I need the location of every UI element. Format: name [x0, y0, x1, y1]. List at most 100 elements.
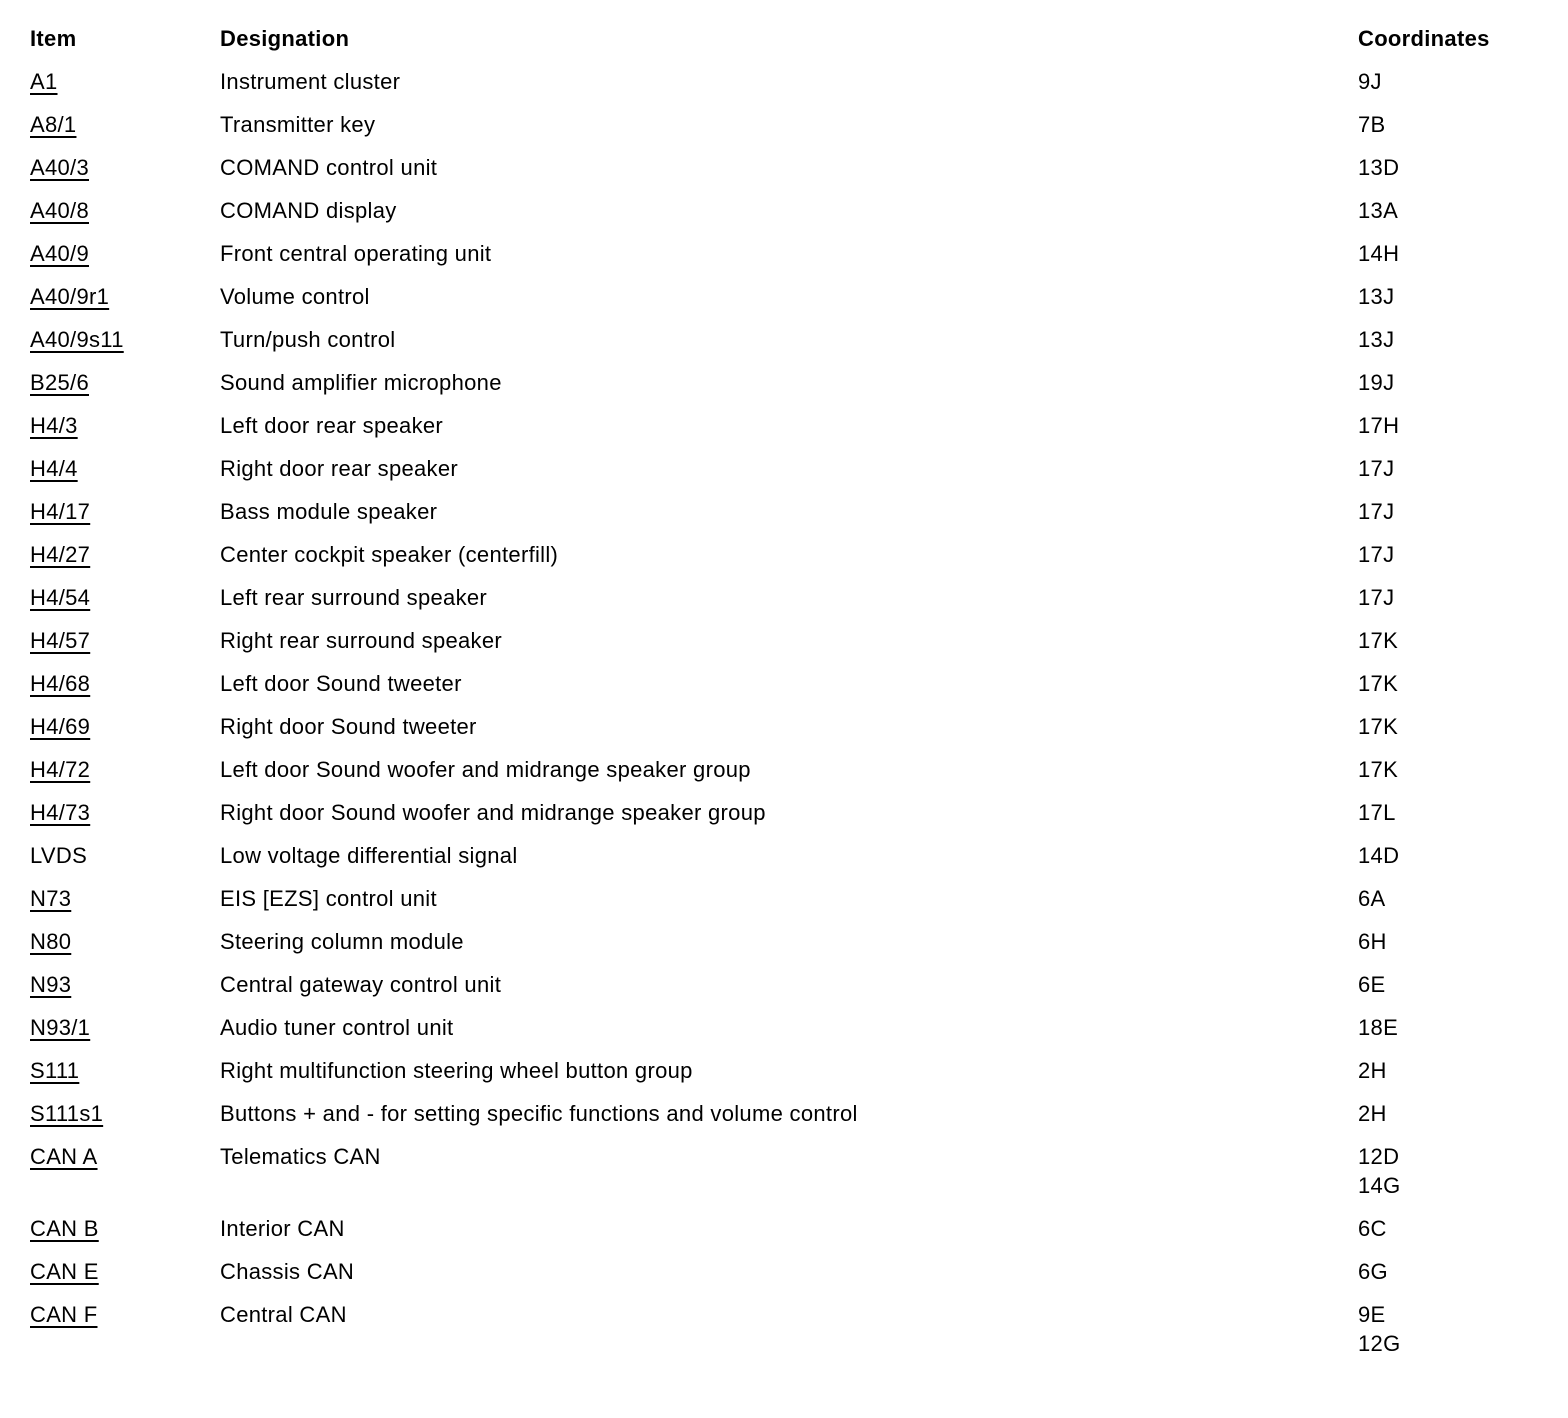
item-link[interactable]: H4/54 — [30, 585, 91, 610]
coordinates-text: 17J — [1358, 585, 1395, 610]
coordinates-cell: 13J — [1358, 325, 1548, 368]
coordinates-text: 17K — [1358, 671, 1399, 696]
item-cell: H4/54 — [30, 583, 220, 626]
coordinates-cell: 9E 12G — [1358, 1300, 1548, 1372]
table-row: S111s1 Buttons + and - for setting speci… — [30, 1099, 1548, 1142]
designation-text: Bass module speaker — [220, 499, 438, 524]
table-row: CAN E Chassis CAN 6G — [30, 1257, 1548, 1300]
item-cell: B25/6 — [30, 368, 220, 411]
designation-text: Left door Sound tweeter — [220, 671, 462, 696]
coordinates-cell: 12D 14G — [1358, 1142, 1548, 1214]
coordinates-cell: 13J — [1358, 282, 1548, 325]
designation-cell: Turn/push control — [220, 325, 1358, 368]
designation-text: Telematics CAN — [220, 1144, 381, 1169]
item-link[interactable]: S111 — [30, 1058, 80, 1083]
designation-text: COMAND display — [220, 198, 397, 223]
coordinates-text: 9J — [1358, 69, 1382, 94]
item-cell: N80 — [30, 927, 220, 970]
designation-cell: Low voltage differential signal — [220, 841, 1358, 884]
designation-cell: Instrument cluster — [220, 67, 1358, 110]
item-link[interactable]: A8/1 — [30, 112, 77, 137]
table-row: S111 Right multifunction steering wheel … — [30, 1056, 1548, 1099]
designation-text: Central gateway control unit — [220, 972, 502, 997]
designation-cell: Central gateway control unit — [220, 970, 1358, 1013]
item-link[interactable]: N93 — [30, 972, 72, 997]
coordinates-cell: 17J — [1358, 540, 1548, 583]
item-link[interactable]: CAN A — [30, 1144, 98, 1169]
item-link[interactable]: H4/57 — [30, 628, 91, 653]
item-link[interactable]: B25/6 — [30, 370, 89, 395]
designation-text: Front central operating unit — [220, 241, 492, 266]
designation-cell: Central CAN — [220, 1300, 1358, 1372]
item-link[interactable]: A40/9s11 — [30, 327, 124, 352]
item-link[interactable]: H4/72 — [30, 757, 91, 782]
designation-text: Right multifunction steering wheel butto… — [220, 1058, 693, 1083]
coordinates-text: 17J — [1358, 542, 1395, 567]
item-link[interactable]: H4/4 — [30, 456, 78, 481]
coordinates-text: 17K — [1358, 757, 1399, 782]
item-cell: A8/1 — [30, 110, 220, 153]
item-cell: A40/9s11 — [30, 325, 220, 368]
coordinates-cell: 17K — [1358, 669, 1548, 712]
item-link[interactable]: CAN E — [30, 1259, 99, 1284]
item-cell: H4/27 — [30, 540, 220, 583]
coordinates-text: 17K — [1358, 714, 1399, 739]
table-row: N80 Steering column module 6H — [30, 927, 1548, 970]
designation-cell: Buttons + and - for setting specific fun… — [220, 1099, 1358, 1142]
item-link[interactable]: H4/17 — [30, 499, 91, 524]
item-link[interactable]: H4/3 — [30, 413, 78, 438]
designation-text: Audio tuner control unit — [220, 1015, 454, 1040]
item-cell: CAN E — [30, 1257, 220, 1300]
item-link[interactable]: N93/1 — [30, 1015, 91, 1040]
table-row: H4/4 Right door rear speaker 17J — [30, 454, 1548, 497]
item-link[interactable]: CAN B — [30, 1216, 99, 1241]
item-cell: H4/73 — [30, 798, 220, 841]
item-link[interactable]: A1 — [30, 69, 58, 94]
item-cell: H4/4 — [30, 454, 220, 497]
coordinates-text: 17K — [1358, 628, 1399, 653]
coordinates-text: 13J — [1358, 284, 1395, 309]
table-row: H4/73 Right door Sound woofer and midran… — [30, 798, 1548, 841]
item-cell: CAN F — [30, 1300, 220, 1372]
coordinates-text: 9E 12G — [1358, 1302, 1401, 1356]
designation-text: Left door Sound woofer and midrange spea… — [220, 757, 751, 782]
item-link[interactable]: A40/3 — [30, 155, 89, 180]
coordinates-text: 6E — [1358, 972, 1386, 997]
designation-text: Center cockpit speaker (centerfill) — [220, 542, 559, 567]
coordinates-text: 14D — [1358, 843, 1400, 868]
coordinates-cell: 13D — [1358, 153, 1548, 196]
item-link[interactable]: S111s1 — [30, 1101, 104, 1126]
item-link[interactable]: H4/69 — [30, 714, 91, 739]
item-link[interactable]: H4/68 — [30, 671, 91, 696]
item-link[interactable]: H4/27 — [30, 542, 91, 567]
designation-cell: Left rear surround speaker — [220, 583, 1358, 626]
item-link[interactable]: A40/9r1 — [30, 284, 110, 309]
coordinates-text: 2H — [1358, 1058, 1387, 1083]
page: { "table": { "headers": { "item": "Item"… — [0, 24, 1568, 1418]
coordinates-cell: 9J — [1358, 67, 1548, 110]
item-link[interactable]: A40/9 — [30, 241, 89, 266]
table-row: H4/68 Left door Sound tweeter 17K — [30, 669, 1548, 712]
coordinates-cell: 17J — [1358, 583, 1548, 626]
designation-cell: Bass module speaker — [220, 497, 1358, 540]
item-link[interactable]: N80 — [30, 929, 72, 954]
item-link[interactable]: H4/73 — [30, 800, 91, 825]
item-link[interactable]: CAN F — [30, 1302, 98, 1327]
item-cell: N93/1 — [30, 1013, 220, 1056]
item-cell: LVDS — [30, 841, 220, 884]
designation-cell: Center cockpit speaker (centerfill) — [220, 540, 1358, 583]
component-table-body: A1 Instrument cluster 9J A8/1 Transmitte… — [30, 67, 1548, 1372]
header-row: Item Designation Coordinates — [30, 24, 1548, 67]
coordinates-text: 17J — [1358, 456, 1395, 481]
table-row: H4/54 Left rear surround speaker 17J — [30, 583, 1548, 626]
designation-text: Transmitter key — [220, 112, 376, 137]
item-cell: H4/68 — [30, 669, 220, 712]
designation-cell: COMAND display — [220, 196, 1358, 239]
designation-text: Chassis CAN — [220, 1259, 355, 1284]
item-link[interactable]: N73 — [30, 886, 72, 911]
item-cell: CAN B — [30, 1214, 220, 1257]
coordinates-text: 2H — [1358, 1101, 1387, 1126]
item-link[interactable]: A40/8 — [30, 198, 89, 223]
table-row: A8/1 Transmitter key 7B — [30, 110, 1548, 153]
item-cell: A40/3 — [30, 153, 220, 196]
